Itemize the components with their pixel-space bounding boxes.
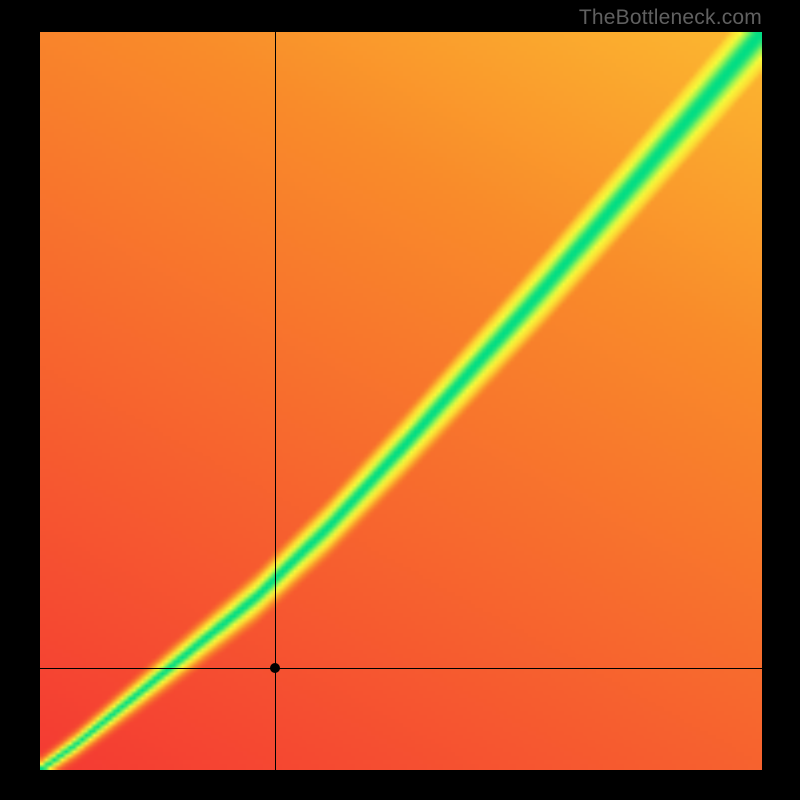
crosshair-horizontal	[40, 668, 762, 669]
heatmap-canvas	[40, 32, 762, 770]
heatmap-plot-area	[40, 32, 762, 770]
crosshair-vertical	[275, 32, 276, 770]
crosshair-marker-dot	[270, 663, 280, 673]
watermark-text: TheBottleneck.com	[579, 6, 762, 30]
